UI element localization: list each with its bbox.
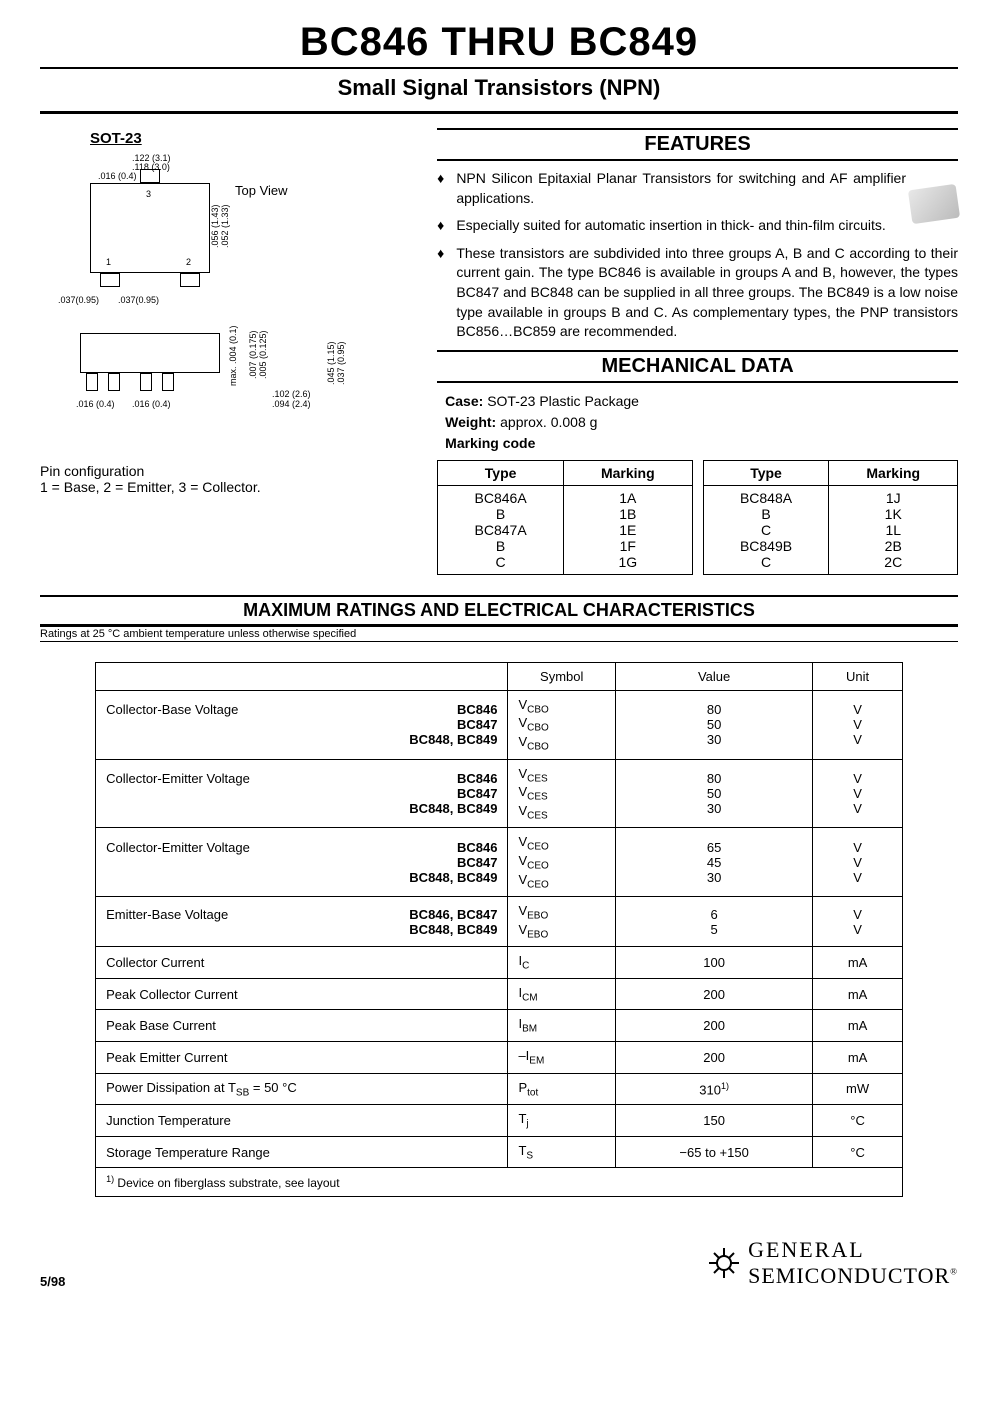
- company-logo: GENERAL SEMICONDUCTOR®: [706, 1237, 958, 1289]
- table-row: Collector CurrentIC100mA: [96, 947, 903, 979]
- ratings-subheading: Ratings at 25 °C ambient temperature unl…: [40, 626, 958, 642]
- page-date: 5/98: [40, 1274, 65, 1289]
- table-row: Peak Collector CurrentICM200mA: [96, 978, 903, 1010]
- feature-item: ♦ Especially suited for automatic insert…: [437, 216, 958, 236]
- table-row: Junction TemperatureTj150°C: [96, 1105, 903, 1137]
- table-row: Emitter-Base VoltageBC846, BC847BC848, B…: [96, 897, 903, 947]
- bullet-icon: ♦: [437, 216, 444, 236]
- marking-tables: TypeMarking BC846A B BC847A B C 1A 1B 1E…: [437, 460, 958, 575]
- table-row: Peak Base CurrentIBM200mA: [96, 1010, 903, 1042]
- feature-item: ♦ NPN Silicon Epitaxial Planar Transisto…: [437, 169, 958, 208]
- table-row: Collector-Base VoltageBC846BC847BC848, B…: [96, 690, 903, 759]
- divider: [40, 67, 958, 69]
- package-diagram: 3 1 2 Top View .122 (3.1) .118 (3.0) .01…: [40, 153, 400, 453]
- feature-item: ♦ These transistors are subdivided into …: [437, 244, 958, 342]
- table-row: Power Dissipation at TSB = 50 °CPtot3101…: [96, 1073, 903, 1105]
- divider: [40, 111, 958, 114]
- ratings-heading: MAXIMUM RATINGS AND ELECTRICAL CHARACTER…: [40, 595, 958, 626]
- bullet-icon: ♦: [437, 244, 444, 342]
- table-row: Storage Temperature RangeTS−65 to +150°C: [96, 1136, 903, 1168]
- marking-table-right: TypeMarking BC848A B C BC849B C 1J 1K 1L…: [703, 460, 958, 575]
- marking-table-left: TypeMarking BC846A B BC847A B C 1A 1B 1E…: [437, 460, 692, 575]
- mechanical-data: Case: SOT-23 Plastic Package Weight: app…: [437, 391, 958, 454]
- features-heading: FEATURES: [437, 128, 958, 161]
- pin-configuration: Pin configuration 1 = Base, 2 = Emitter,…: [40, 463, 417, 495]
- ratings-table: Symbol Value Unit Collector-Base Voltage…: [95, 662, 903, 1198]
- table-row: Peak Emitter Current–IEM200mA: [96, 1042, 903, 1074]
- page-title: BC846 THRU BC849: [40, 20, 958, 65]
- page-subtitle: Small Signal Transistors (NPN): [40, 75, 958, 101]
- mechanical-heading: MECHANICAL DATA: [437, 350, 958, 383]
- bullet-icon: ♦: [437, 169, 444, 208]
- package-photo: [908, 184, 960, 224]
- package-label: SOT-23: [90, 130, 417, 147]
- table-footnote: 1) Device on fiberglass substrate, see l…: [96, 1168, 903, 1197]
- table-row: Collector-Emitter VoltageBC846BC847BC848…: [96, 759, 903, 828]
- table-row: Collector-Emitter VoltageBC846BC847BC848…: [96, 828, 903, 897]
